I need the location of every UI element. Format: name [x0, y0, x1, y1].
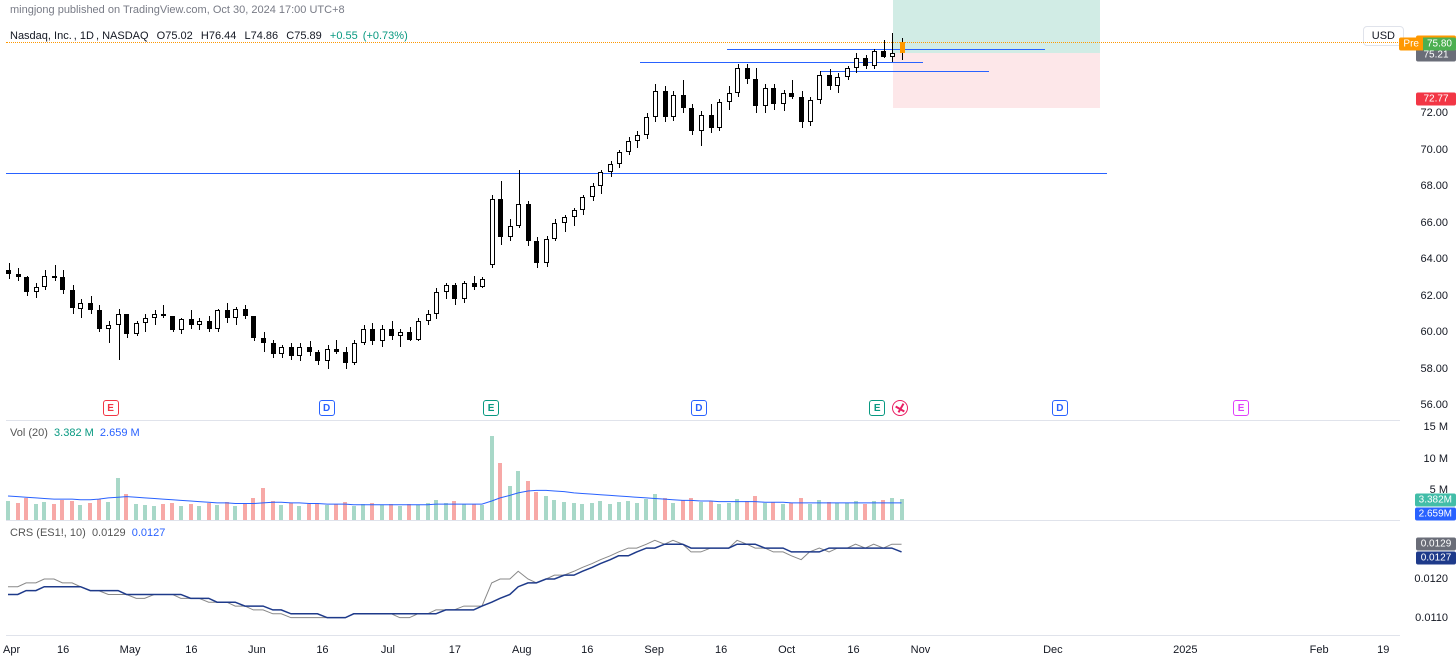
- event-marker[interactable]: E: [103, 400, 119, 416]
- event-marker[interactable]: E: [483, 400, 499, 416]
- event-marker[interactable]: E: [869, 400, 885, 416]
- event-marker[interactable]: D: [319, 400, 335, 416]
- volume-chart[interactable]: Vol (20) 3.382 M 2.659 M 15 M10 M5 M3.38…: [6, 420, 1400, 520]
- event-marker[interactable]: D: [691, 400, 707, 416]
- event-marker[interactable]: D: [1052, 400, 1068, 416]
- price-chart[interactable]: 56.0058.0060.0062.0064.0066.0068.0070.00…: [6, 22, 1400, 418]
- publish-header: mingjong published on TradingView.com, O…: [10, 4, 345, 16]
- event-marker[interactable]: E: [1233, 400, 1249, 416]
- event-marker[interactable]: [892, 400, 908, 416]
- crs-chart[interactable]: CRS (ES1!, 10) 0.0129 0.0127 0.01100.012…: [6, 520, 1400, 636]
- time-axis[interactable]: Apr16May16Jun16Jul17Aug16Sep16Oct16NovDe…: [6, 635, 1400, 665]
